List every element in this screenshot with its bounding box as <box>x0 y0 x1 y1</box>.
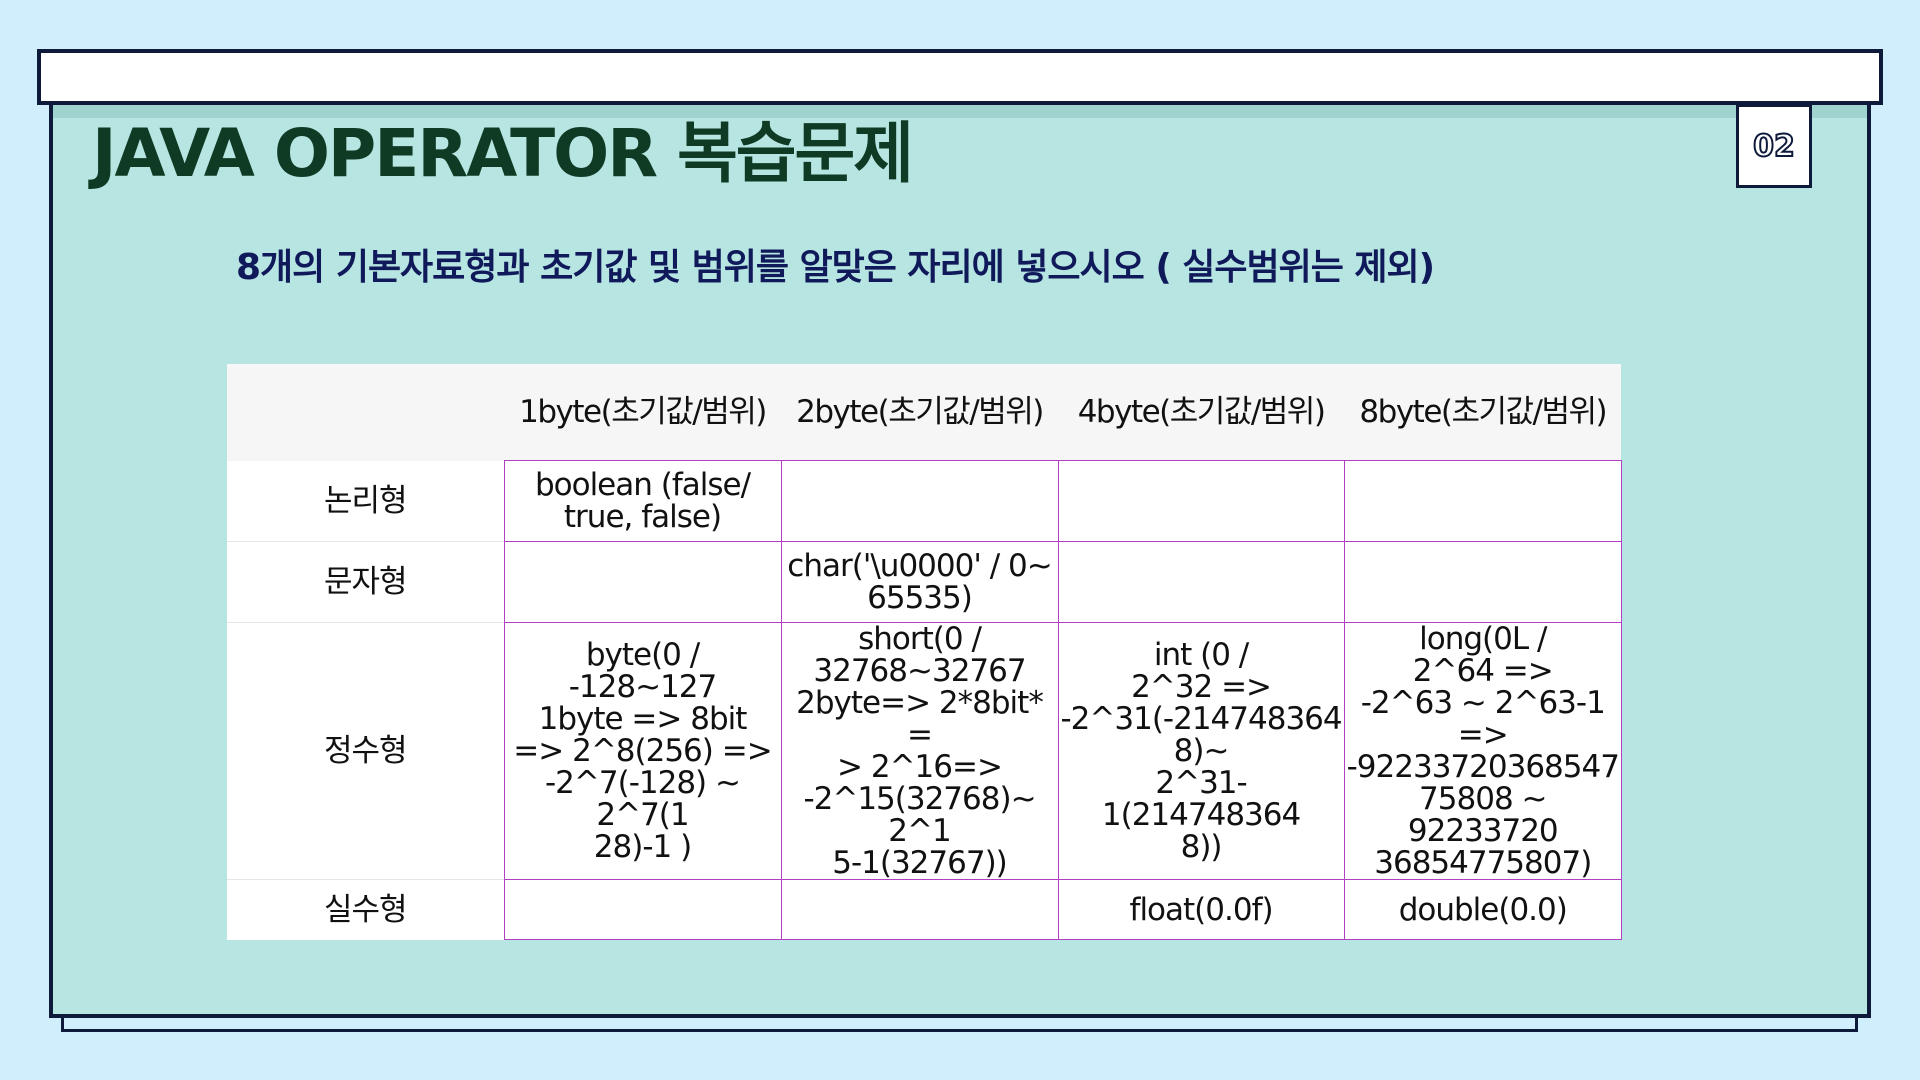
header-1byte: 1byte(초기값/범위) <box>504 364 781 461</box>
table-cell <box>1343 460 1622 542</box>
data-types-table: 1byte(초기값/범위) 2byte(초기값/범위) 4byte(초기값/범위… <box>227 364 1622 940</box>
top-header-bar <box>37 49 1883 105</box>
header-4byte: 4byte(초기값/범위) <box>1058 364 1345 461</box>
table-row: 논리형 boolean (false/true, false) <box>227 460 1622 542</box>
table-cell: float(0.0f) <box>1057 879 1345 940</box>
row-label-real: 실수형 <box>227 879 504 940</box>
table-cell: byte(0 /-128~127 1byte => 8bit => 2^8(256… <box>503 622 782 880</box>
header-corner <box>227 364 504 461</box>
header-8byte: 8byte(초기값/범위) <box>1344 364 1622 461</box>
row-label-integer: 정수형 <box>227 622 504 880</box>
table-row: 문자형 char('\u0000' / 0~ 65535) <box>227 541 1622 623</box>
row-label-logical: 논리형 <box>227 460 504 542</box>
header-2byte: 2byte(초기값/범위) <box>781 364 1058 461</box>
table-cell: char('\u0000' / 0~ 65535) <box>780 541 1059 623</box>
table-cell <box>780 879 1059 940</box>
table-cell: short(0 /32768~32767 2byte=> 2*8bit* = > 2… <box>780 622 1059 880</box>
table-cell: double(0.0) <box>1343 879 1622 940</box>
table-cell <box>780 460 1059 542</box>
board-shade <box>53 104 1867 118</box>
page-title: JAVA OPERATOR 복습문제 <box>92 115 914 192</box>
table-cell: boolean (false/true, false) <box>503 460 782 542</box>
table-cell <box>1057 460 1345 542</box>
table-cell <box>503 541 782 623</box>
instruction-text: 8개의 기본자료형과 초기값 및 범위를 알맞은 자리에 넣으시오 ( 실수범위… <box>236 247 1435 288</box>
table-cell <box>503 879 782 940</box>
table-cell <box>1057 541 1345 623</box>
table-cell <box>1343 541 1622 623</box>
table-cell: int (0 /2^32 => -2^31(-214748364 8)~ 2^31-1… <box>1057 622 1345 880</box>
table-cell: long(0L /2^64 => -2^63 ~ 2^63-1 => -922337… <box>1343 622 1622 880</box>
row-label-character: 문자형 <box>227 541 504 623</box>
page-number-badge: 02 <box>1736 104 1812 188</box>
table-row: 실수형 float(0.0f) double(0.0) <box>227 879 1622 940</box>
table-row: 정수형 byte(0 /-128~127 1byte => 8bit => 2^8… <box>227 622 1622 880</box>
table-header-row: 1byte(초기값/범위) 2byte(초기값/범위) 4byte(초기값/범위… <box>227 364 1622 461</box>
